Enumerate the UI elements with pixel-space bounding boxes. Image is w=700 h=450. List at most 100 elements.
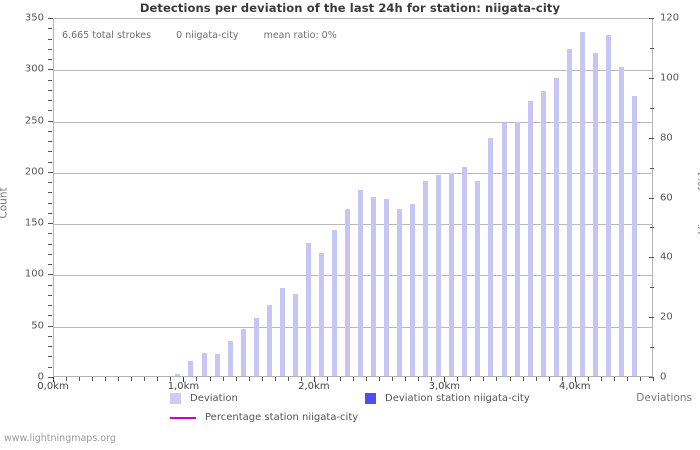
y2-axis-tick [649,317,654,319]
y-axis-label: 350 [24,12,44,24]
bar [462,166,468,376]
y-axis-minor-tick [48,110,52,112]
y-axis-minor-tick [48,130,52,132]
y-axis-minor-tick [48,305,52,307]
bar [410,203,416,376]
bar [605,35,611,376]
bar [175,373,181,376]
x-axis-minor-tick [522,377,524,381]
x-axis-minor-tick [326,377,328,381]
legend-item-percentage-station[interactable]: Percentage station niigata-city [170,412,358,423]
x-axis-tick [183,377,185,382]
x-axis-minor-tick [209,377,211,381]
y-axis-minor-tick [48,212,52,214]
y2-axis-minor-tick [650,47,654,49]
bar [201,353,207,376]
y-axis-label: 300 [24,63,44,75]
x-axis-minor-tick [639,377,641,381]
y-axis-tick [48,69,53,71]
y2-axis-minor-tick [650,107,654,109]
y-axis-tick [48,18,53,19]
legend-item-deviation-station[interactable]: Deviation station niigata-city [365,393,530,404]
bar [501,122,507,376]
bar [188,360,194,376]
y-axis-minor-tick [48,284,52,286]
x-axis-minor-tick [66,377,68,381]
y-axis-left-title: Count [0,187,10,219]
bar [318,252,324,376]
annotation-total-strokes: 6.665 total strokes [62,30,152,41]
annotation-station-count: 0 niigata-city [176,30,239,41]
x-axis-minor-tick [496,377,498,381]
y-axis-minor-tick [48,243,52,245]
bar [292,293,298,376]
x-axis-minor-tick [613,377,615,381]
footer-attribution: www.lightningmaps.org [4,433,116,444]
legend-line-percentage-station [170,416,196,419]
legend-swatch-deviation-station [365,393,376,404]
annotation-mean-ratio: mean ratio: 0% [263,30,337,41]
y-axis-minor-tick [48,100,52,102]
y2-axis-label: 20 [660,311,673,323]
gridline [54,224,652,226]
y2-axis-label: 40 [660,251,673,263]
x-axis-minor-tick [600,377,602,381]
x-axis-minor-tick [261,377,263,381]
bar [371,196,377,376]
y-axis-minor-tick [48,264,52,266]
y-axis-label: 200 [24,166,44,178]
x-axis-minor-tick [235,377,237,381]
bar [344,208,350,376]
y-axis-tick [48,325,53,327]
bar [397,208,403,376]
bar [488,138,494,376]
gridline [54,121,652,123]
bar [540,90,546,376]
bar-series-deviation [54,19,652,376]
y-axis-minor-tick [48,346,52,348]
bar [253,317,259,376]
y2-axis-tick [649,77,654,79]
x-axis-minor-tick [457,377,459,381]
legend-label-deviation-station: Deviation station niigata-city [385,393,530,404]
bar [384,198,390,376]
x-axis-label: 3,0km [428,381,461,392]
y2-axis-label: 60 [660,192,673,203]
y-axis-minor-tick [48,192,52,194]
x-axis-title: Deviations [636,392,692,404]
x-axis-minor-tick [653,377,654,381]
y-axis-minor-tick [48,48,52,50]
legend-item-deviation[interactable]: Deviation [170,393,238,404]
x-axis-minor-tick [418,377,420,381]
y-axis-minor-tick [48,233,52,235]
y2-axis-minor-tick [650,287,654,289]
y-axis-minor-tick [48,294,52,296]
chart-title: Detections per deviation of the last 24h… [139,1,561,15]
y-axis-tick [48,274,53,276]
y-axis-minor-tick [48,89,52,91]
x-axis-minor-tick [405,377,407,381]
y2-axis-label: 80 [660,132,673,144]
x-axis-minor-tick [431,377,433,381]
bar [579,32,585,376]
x-axis-label: 1,0km [167,381,200,392]
y-axis-minor-tick [48,151,52,153]
bar [436,174,442,376]
x-axis-minor-tick [483,377,485,381]
bar [266,305,272,376]
x-axis-minor-tick [79,377,81,381]
y2-axis-tick [649,18,654,19]
y-axis-tick [48,171,53,173]
y-axis-minor-tick [48,335,52,337]
x-axis-minor-tick [392,377,394,381]
y-axis-minor-tick [48,315,52,317]
x-axis-minor-tick [157,377,159,381]
x-axis-minor-tick [587,377,589,381]
y-axis-minor-tick [48,28,52,30]
chart-legend: Deviation Deviation station niigata-city… [0,390,700,430]
gridline [54,70,652,72]
y-axis-label: 0 [37,371,44,383]
y-axis-label: 150 [24,217,44,229]
x-axis-minor-tick [144,377,146,381]
